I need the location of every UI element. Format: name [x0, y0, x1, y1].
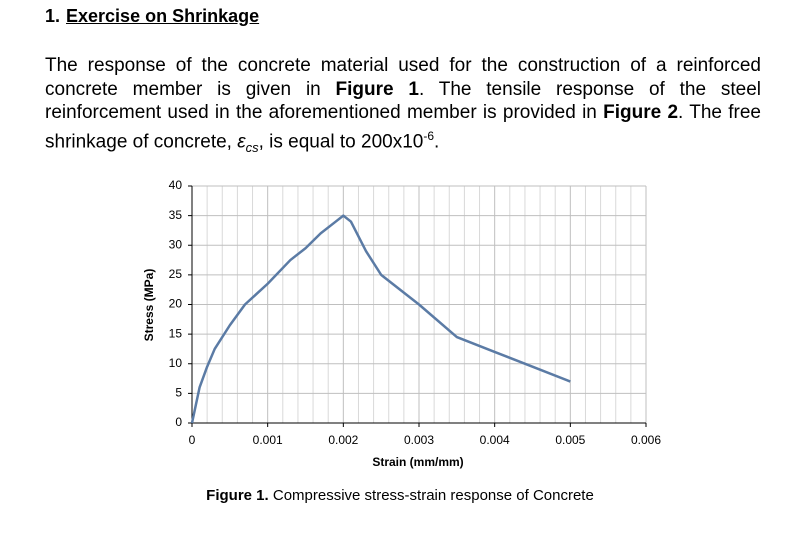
- y-tick-label: 35: [169, 208, 183, 222]
- caption-label: Figure 1.: [206, 487, 269, 504]
- data-line: [190, 214, 571, 424]
- x-tick-label: 0.004: [480, 433, 510, 447]
- text: .: [434, 130, 440, 152]
- y-tick-label: 30: [169, 237, 183, 251]
- y-tick-label: 25: [169, 267, 183, 281]
- superscript: -6: [423, 128, 435, 143]
- paragraph: The response of the concrete material us…: [45, 54, 761, 159]
- text: , is equal to 200x10: [258, 130, 424, 152]
- y-axis-label: Stress (MPa): [142, 269, 156, 342]
- x-tick-label: 0.003: [404, 433, 434, 447]
- heading-title: Exercise on Shrinkage: [66, 6, 260, 26]
- caption: Figure 1. Compressive stress-strain resp…: [0, 487, 800, 504]
- x-tick-label: 0.002: [328, 433, 358, 447]
- y-tick-label: 15: [169, 326, 183, 340]
- x-axis-label: Strain (mm/mm): [372, 455, 463, 469]
- heading: 1. Exercise on Shrinkage: [45, 6, 259, 27]
- symbol: ε: [237, 130, 246, 152]
- figure-ref: Figure 1: [335, 78, 419, 100]
- y-tick-label: 5: [175, 386, 182, 400]
- x-tick-label: 0.005: [555, 433, 585, 447]
- y-tick-label: 40: [169, 178, 183, 192]
- text: . The free shrinkage of concrete,: [45, 102, 761, 152]
- figure-ref: Figure 2: [603, 102, 679, 123]
- x-tick-label: 0.001: [253, 433, 283, 447]
- text: The response of the concrete material us…: [45, 55, 761, 100]
- y-tick-label: 20: [169, 297, 183, 311]
- heading-number: 1.: [45, 6, 61, 26]
- x-tick-label: 0.006: [631, 433, 661, 447]
- x-tick-label: 0: [189, 433, 196, 447]
- subscript: cs: [245, 139, 259, 155]
- text: . The tensile response of the steel rein…: [45, 78, 761, 124]
- y-tick-label: 0: [175, 415, 182, 429]
- y-tick-label: 10: [169, 356, 183, 370]
- caption-text: Compressive stress-strain response of Co…: [268, 487, 594, 504]
